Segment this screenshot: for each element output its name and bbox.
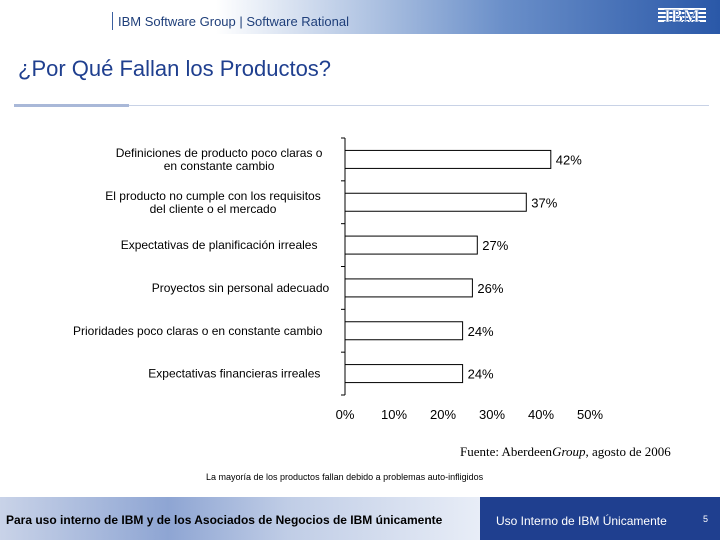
footer-photo-band <box>0 497 480 540</box>
bar <box>344 149 552 169</box>
source-brand: Group <box>552 444 586 459</box>
ibm-logo-text: IBM <box>664 6 700 26</box>
bar <box>344 235 478 255</box>
x-tick-label: 40% <box>528 407 554 422</box>
x-tick-label: 10% <box>381 407 407 422</box>
footer-right-text: Uso Interno de IBM Únicamente <box>496 514 667 528</box>
bar <box>344 278 473 298</box>
source-prefix: Fuente: Aberdeen <box>460 444 553 459</box>
footer-bar: Para uso interno de IBM y de los Asociad… <box>0 497 720 540</box>
source-suffix: , agosto de 2006 <box>585 444 671 459</box>
title-underline-accent <box>14 104 129 107</box>
bar-value-label: 26% <box>477 281 503 296</box>
category-label: Expectativas de planificación irreales <box>121 238 318 252</box>
slide-title: ¿Por Qué Fallan los Productos? <box>18 56 332 81</box>
bar-value-label: 24% <box>468 367 494 382</box>
bar-chart: 42% Definiciones de producto poco claras … <box>73 137 603 422</box>
bar-value-label: 24% <box>468 324 494 339</box>
x-tick-label: 0% <box>336 407 355 422</box>
x-tick-label: 50% <box>577 407 603 422</box>
title-underline <box>129 105 709 106</box>
bar <box>344 364 464 384</box>
bar <box>344 192 527 212</box>
bar-value-label: 37% <box>531 195 557 210</box>
header-text: IBM Software Group | Software Rational <box>118 14 349 29</box>
bar <box>344 321 464 341</box>
page-number: 5 <box>703 514 709 524</box>
ibm-logo-icon: IBM <box>658 6 706 26</box>
category-label: Expectativas financieras irreales <box>148 367 320 381</box>
bar-value-label: 42% <box>556 152 582 167</box>
x-tick-label: 20% <box>430 407 456 422</box>
category-label: Definiciones de producto poco claras o en… <box>116 146 323 173</box>
category-label: Prioridades poco claras o en constante c… <box>73 324 323 338</box>
header-separator <box>112 12 113 30</box>
source-note: Fuente: AberdeenGroup, agosto de 2006 <box>460 444 671 460</box>
category-label: Proyectos sin personal adecuado <box>152 281 330 295</box>
footer-left-text: Para uso interno de IBM y de los Asociad… <box>6 513 443 527</box>
bar-value-label: 27% <box>482 238 508 253</box>
x-tick-label: 30% <box>479 407 505 422</box>
header-bar: IBM Software Group | Software Rational I… <box>0 0 720 34</box>
category-label: El producto no cumple con los requisitos… <box>105 189 320 216</box>
chart-note: La mayoría de los productos fallan debid… <box>206 472 484 482</box>
